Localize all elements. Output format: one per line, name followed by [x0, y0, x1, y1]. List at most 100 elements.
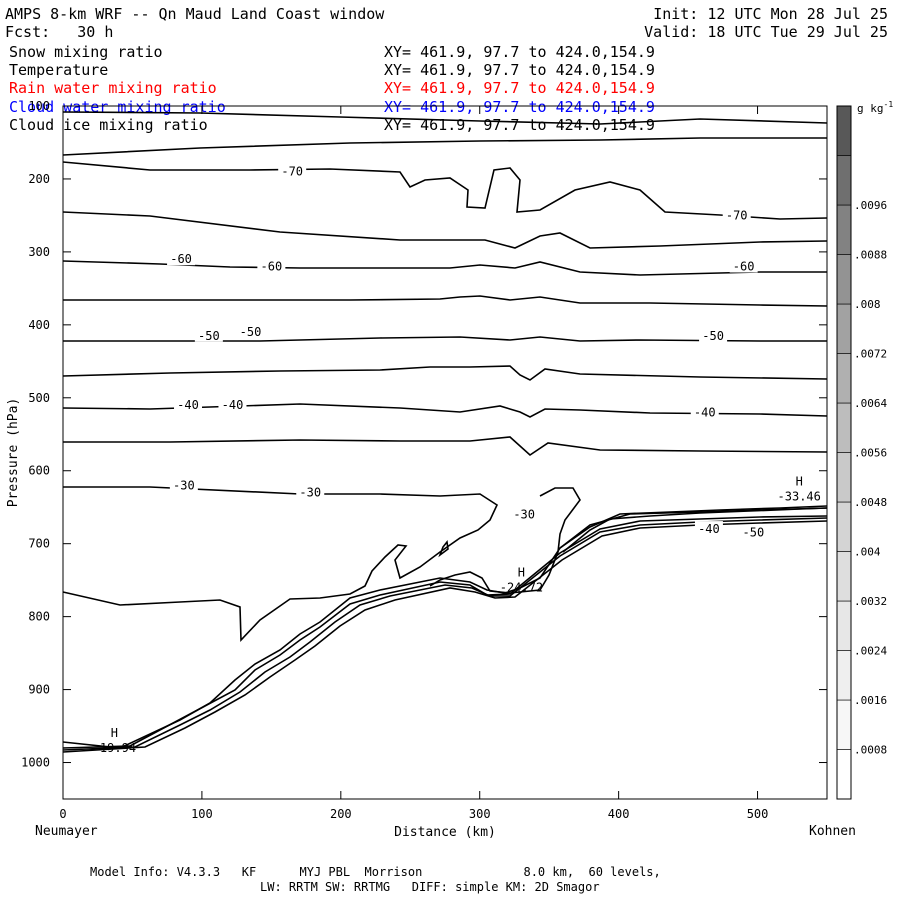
colorbar-tick-label: .0056	[854, 447, 887, 460]
colorbar-cell	[836, 353, 852, 404]
field-name: Temperature	[9, 61, 109, 80]
contour-label-bg	[167, 251, 196, 266]
contour-label-bg	[739, 524, 768, 539]
y-tick-label: 300	[28, 245, 50, 259]
field-name: Cloud ice mixing ratio	[9, 115, 208, 134]
isotherm-contour	[62, 520, 828, 753]
isotherm-contour	[62, 486, 499, 642]
colorbar-tick-label: .0016	[854, 694, 887, 707]
contour-label-bg	[729, 258, 758, 273]
isotherm-contour	[63, 436, 828, 457]
isotherm-contour	[62, 365, 828, 381]
field-name: Cloud water mixing ratio	[9, 97, 226, 116]
isotherm-contour	[559, 505, 828, 549]
contour-label-bg	[278, 163, 307, 178]
y-tick-label: 600	[28, 464, 50, 478]
colorbar-tick-label: .008	[854, 298, 881, 311]
contour-label: -60	[170, 252, 192, 266]
forecast-hour: Fcst: 30 h	[5, 23, 114, 41]
plot-frame	[62, 105, 828, 800]
colorbar-cell	[836, 600, 852, 651]
colorbar-tick-label: .0064	[854, 397, 887, 410]
extremum-marker: H	[111, 726, 118, 740]
extremum-value: -33.46	[778, 489, 821, 503]
isotherm-contour	[62, 260, 827, 276]
contour-label: -30	[173, 478, 195, 492]
right-endpoint-label: Kohnen	[809, 824, 856, 839]
x-tick-label: 100	[191, 807, 213, 821]
extremum-value: -24.72	[500, 581, 543, 595]
colorbar-cell	[836, 501, 852, 552]
contour-label: -50	[702, 329, 724, 343]
colorbar-cell	[836, 254, 852, 305]
colorbar-cell	[836, 204, 852, 255]
contour-label: -30	[299, 486, 321, 500]
x-tick-label: 300	[469, 807, 491, 821]
contour-label-bg	[694, 521, 723, 536]
field-cross-section-coords: XY= 461.9, 97.7 to 424.0,154.9	[384, 97, 655, 116]
y-tick-label: 100	[28, 99, 50, 113]
colorbar-cell	[836, 650, 852, 701]
x-tick-label: 200	[330, 807, 352, 821]
contour-label: -40	[177, 398, 199, 412]
y-tick-label: 500	[28, 391, 50, 405]
y-tick-label: 400	[28, 318, 50, 332]
contour-label: -40	[694, 405, 716, 419]
colorbar-tick-label: .0024	[854, 645, 887, 658]
contour-label: -50	[743, 526, 765, 540]
extremum-marker: H	[518, 566, 525, 580]
contour-label: -70	[726, 208, 748, 222]
colorbar-tick-label: .004	[854, 546, 881, 559]
colorbar-cell	[836, 303, 852, 354]
contour-label: -70	[281, 165, 303, 179]
isotherm-contour	[62, 211, 828, 249]
contour-label-bg	[690, 404, 719, 419]
colorbar-cell	[836, 452, 852, 503]
x-tick-label: 500	[747, 807, 769, 821]
contour-label-bg	[510, 506, 539, 521]
isotherm-contour	[62, 517, 828, 751]
model-info-line2: LW: RRTM SW: RRTMG DIFF: simple KM: 2D S…	[260, 880, 600, 894]
contour-label-bg	[257, 258, 286, 273]
x-axis-title: Distance (km)	[394, 825, 496, 840]
contour-label-bg	[174, 397, 203, 412]
isotherm-contour	[62, 507, 828, 749]
contour-label-bg	[169, 477, 198, 492]
field-cross-section-coords: XY= 461.9, 97.7 to 424.0,154.9	[384, 61, 655, 80]
contour-label: -40	[698, 522, 720, 536]
contour-label-bg	[296, 484, 325, 499]
contour-label: -50	[198, 329, 220, 343]
extremum-value: -19.94	[93, 741, 136, 755]
field-name: Snow mixing ratio	[9, 43, 163, 61]
colorbar-tick-label: .0008	[854, 744, 887, 757]
field-cross-section-coords: XY= 461.9, 97.7 to 424.0,154.9	[384, 79, 655, 98]
colorbar-cell	[836, 105, 852, 156]
model-info-line1: Model Info: V4.3.3 KF MYJ PBL Morrison 8…	[90, 865, 661, 879]
extremum-marker: H	[796, 474, 803, 488]
contour-label-bg	[218, 397, 247, 412]
isotherm-contour	[63, 336, 827, 342]
figure-title: AMPS 8-km WRF -- Qn Maud Land Coast wind…	[5, 5, 385, 23]
colorbar-unit: g kg-1	[857, 100, 893, 115]
contour-label: -40	[222, 398, 244, 412]
colorbar-tick-label: .0088	[854, 249, 887, 262]
isotherm-contour	[62, 403, 828, 418]
colorbar-tick-label: .0096	[854, 199, 887, 212]
colorbar-cell	[836, 699, 852, 750]
isotherm-contour	[63, 295, 828, 307]
contour-label-bg	[699, 327, 728, 342]
colorbar-cell	[836, 551, 852, 602]
isotherm-contour	[438, 540, 449, 558]
colorbar-cell	[836, 749, 852, 800]
left-endpoint-label: Neumayer	[35, 824, 98, 839]
isotherm-contour	[62, 137, 827, 156]
x-tick-label: 0	[59, 807, 66, 821]
contour-label-bg	[236, 324, 265, 339]
y-tick-label: 200	[28, 172, 50, 186]
isotherm-contour	[429, 487, 581, 594]
init-time: Init: 12 UTC Mon 28 Jul 25	[653, 5, 888, 23]
contour-label: -50	[240, 325, 262, 339]
isotherm-contour	[62, 161, 828, 220]
contour-label: -60	[261, 259, 283, 273]
